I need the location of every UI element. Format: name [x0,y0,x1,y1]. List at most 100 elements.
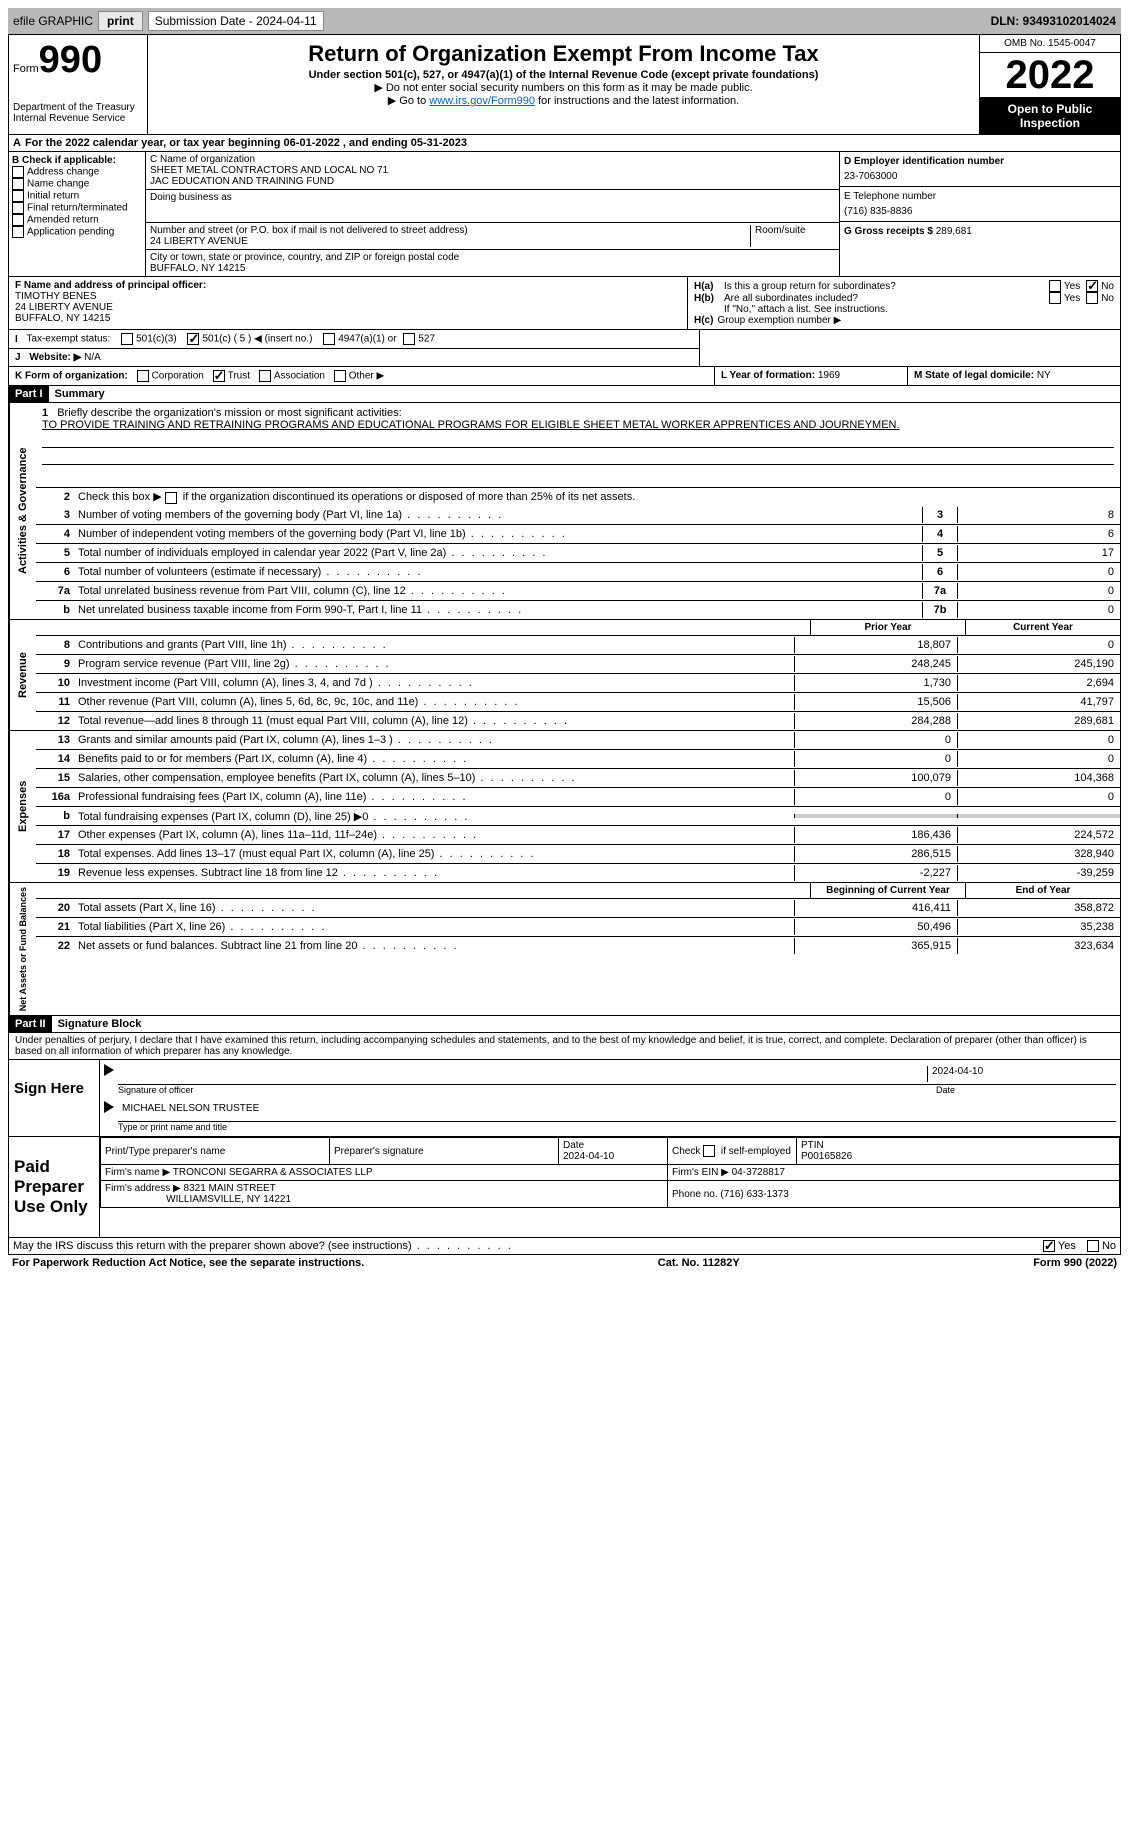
tax-exempt-label: Tax-exempt status: [26,334,110,345]
h-b-label: Are all subordinates included? [724,293,1049,304]
checkbox-pending[interactable] [12,226,24,238]
section-c-name-label: C Name of organization [150,154,835,165]
form-footer: Form 990 (2022) [1033,1257,1117,1269]
checkbox-address-change[interactable] [12,166,24,178]
section-d-label: D Employer identification number [844,156,1116,167]
checkbox-final-return[interactable] [12,202,24,214]
form-header: Form990 Department of the Treasury Inter… [8,34,1121,135]
gross-receipts: 289,681 [936,226,972,237]
dln: DLN: 93493102014024 [991,14,1116,28]
h-c-label: Group exemption number ▶ [717,315,841,326]
vert-activities: Activities & Governance [9,403,36,619]
omb-number: OMB No. 1545-0047 [980,35,1120,53]
room-label: Room/suite [755,225,835,236]
vert-expenses: Expenses [9,731,36,882]
section-e-label: E Telephone number [844,191,1116,202]
checkbox-discontinued[interactable] [165,492,177,504]
checkbox-4947[interactable] [323,333,335,345]
note-goto-pre: ▶ Go to [388,95,429,107]
checkbox-name-change[interactable] [12,178,24,190]
checkbox-other[interactable] [334,370,346,382]
irs-label: Internal Revenue Service [13,113,143,124]
city-label: City or town, state or province, country… [150,252,835,263]
checkbox-corp[interactable] [137,370,149,382]
form-title: Return of Organization Exempt From Incom… [152,41,975,67]
ptin: P00165826 [801,1151,852,1162]
date-label: Date [936,1085,1116,1095]
website-value: N/A [84,352,101,363]
checkbox-self-employed[interactable] [703,1145,715,1157]
discuss-label: May the IRS discuss this return with the… [13,1240,412,1252]
prep-name-label: Print/Type preparer's name [101,1138,330,1165]
officer-name: TIMOTHY BENES [15,291,681,302]
phone: (716) 835-8836 [844,206,1116,217]
checkbox-501c3[interactable] [121,333,133,345]
firm-addr1: 8321 MAIN STREET [184,1183,276,1194]
top-bar: efile GRAPHIC print Submission Date - 20… [8,8,1121,34]
part2-header: Part II [9,1016,52,1032]
submission-date: Submission Date - 2024-04-11 [148,11,324,31]
cat-no: Cat. No. 11282Y [658,1257,740,1269]
addr-label: Number and street (or P.O. box if mail i… [150,225,750,236]
checkbox-discuss-no[interactable] [1087,1240,1099,1252]
note-ssn: ▶ Do not enter social security numbers o… [152,81,975,94]
state-domicile: NY [1037,370,1051,381]
checkbox-527[interactable] [403,333,415,345]
org-city: BUFFALO, NY 14215 [150,263,835,274]
officer-printed-name: MICHAEL NELSON TRUSTEE [122,1103,1112,1119]
firm-addr2: WILLIAMSVILLE, NY 14221 [166,1194,291,1205]
year-formation: 1969 [818,370,840,381]
vert-netassets: Net Assets or Fund Balances [9,883,36,1015]
prep-sig-label: Preparer's signature [330,1138,559,1165]
checkbox-trust[interactable] [213,370,225,382]
l1-label: Briefly describe the organization's miss… [57,407,401,419]
line-m-label: M State of legal domicile: [914,370,1034,381]
section-b-label: B Check if applicable: [12,155,142,166]
checkbox-amended[interactable] [12,214,24,226]
form-number: 990 [39,39,102,81]
dba-label: Doing business as [150,192,835,203]
note-goto-post: for instructions and the latest informat… [535,95,739,107]
type-print-label: Type or print name and title [118,1122,1116,1132]
line-a-tax-year: For the 2022 calendar year, or tax year … [25,137,467,149]
checkbox-ha-no[interactable] [1086,280,1098,292]
irs-form990-link[interactable]: www.irs.gov/Form990 [429,95,535,107]
sig-date: 2024-04-10 [927,1066,1112,1082]
website-label: Website: ▶ [29,352,81,363]
section-f-label: F Name and address of principal officer: [15,280,681,291]
col-prior: Prior Year [810,620,965,635]
officer-addr1: 24 LIBERTY AVENUE [15,302,681,313]
org-name-1: SHEET METAL CONTRACTORS AND LOCAL NO 71 [150,165,835,176]
efile-label: efile GRAPHIC [13,14,93,28]
checkbox-initial-return[interactable] [12,190,24,202]
open-to-public: Open to Public Inspection [980,98,1120,134]
section-g-label: G Gross receipts $ [844,226,933,237]
col-beginning: Beginning of Current Year [810,883,965,898]
checkbox-hb-no[interactable] [1086,292,1098,304]
form-word: Form [13,63,39,75]
checkbox-ha-yes[interactable] [1049,280,1061,292]
vert-revenue: Revenue [9,620,36,730]
arrow-icon [104,1101,114,1113]
checkbox-assoc[interactable] [259,370,271,382]
checkbox-discuss-yes[interactable] [1043,1240,1055,1252]
form-subtitle: Under section 501(c), 527, or 4947(a)(1)… [152,69,975,81]
org-name-2: JAC EDUCATION AND TRAINING FUND [150,176,835,187]
h-note: If "No," attach a list. See instructions… [694,304,1114,315]
perjury-statement: Under penalties of perjury, I declare th… [8,1033,1121,1060]
l2-text: Check this box ▶ if the organization dis… [78,491,635,503]
col-current: Current Year [965,620,1120,635]
line-l-label: L Year of formation: [721,370,815,381]
firm-name: TRONCONI SEGARRA & ASSOCIATES LLP [173,1167,373,1178]
arrow-icon [104,1064,114,1076]
officer-addr2: BUFFALO, NY 14215 [15,313,681,324]
checkbox-hb-yes[interactable] [1049,292,1061,304]
sig-officer-label: Signature of officer [118,1085,936,1095]
part2-title: Signature Block [52,1016,148,1032]
h-a-label: Is this a group return for subordinates? [724,281,1049,292]
part1-header: Part I [9,386,49,402]
part1-title: Summary [49,386,111,402]
checkbox-501c[interactable] [187,333,199,345]
print-button[interactable]: print [98,11,143,31]
prep-date: 2024-04-10 [563,1151,614,1162]
